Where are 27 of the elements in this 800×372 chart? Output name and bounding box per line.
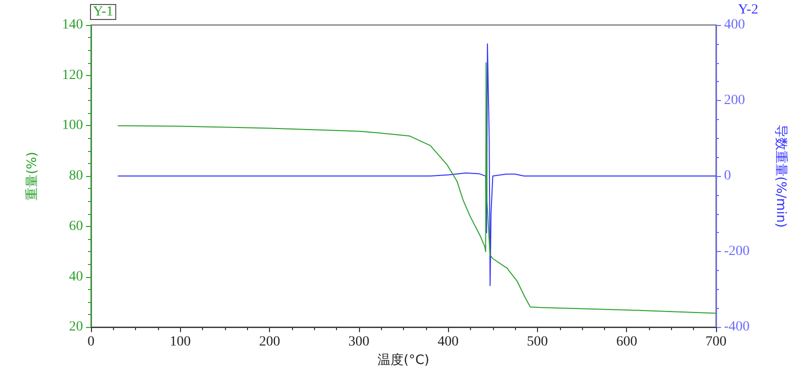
- y-tick-label: 100: [62, 118, 83, 134]
- y-tick-label: 80: [69, 168, 83, 184]
- x-tick-label: 500: [526, 334, 548, 350]
- x-tick-label: 400: [438, 334, 459, 350]
- y-tick-label: 120: [62, 68, 83, 83]
- text: Y-2: [738, 2, 758, 18]
- text: Y-1: [93, 4, 114, 20]
- y-axis-title: 重量(%): [25, 152, 40, 200]
- y-tick-label: 40: [69, 269, 83, 284]
- y2-tick-label: 0: [724, 168, 731, 184]
- y-tick-label: 60: [69, 218, 83, 234]
- y2-tick-label: 200: [724, 93, 745, 108]
- line-series: [117, 62, 716, 314]
- x-tick-label: 300: [348, 334, 370, 350]
- y2-axis-title: 导数重量(%/min): [773, 124, 788, 228]
- y2-tick-label: 400: [724, 18, 745, 32]
- y-tick-label: 20: [69, 320, 83, 335]
- x-tick-label: 0: [88, 334, 94, 350]
- x-tick-label: 100: [170, 334, 191, 350]
- x-tick-label: 200: [259, 334, 280, 350]
- y2-tick-label: -200: [724, 244, 750, 260]
- x-tick-label: 600: [616, 334, 638, 350]
- y-tick-label: 140: [62, 18, 83, 32]
- x-axis-title: 温度(°C): [378, 352, 430, 368]
- x-tick-label: 700: [706, 334, 726, 350]
- y2-tick-label: -400: [724, 320, 750, 335]
- line-series: [117, 43, 716, 286]
